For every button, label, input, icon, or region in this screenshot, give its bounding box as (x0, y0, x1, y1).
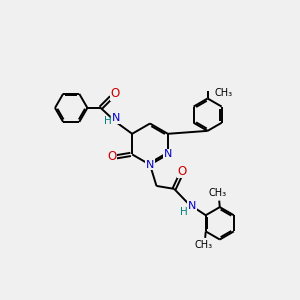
Text: N: N (188, 201, 196, 211)
Text: N: N (164, 149, 172, 159)
Text: CH₃: CH₃ (194, 240, 212, 250)
Text: N: N (146, 160, 154, 170)
Text: O: O (178, 165, 187, 178)
Text: H: H (104, 116, 112, 126)
Text: O: O (110, 87, 119, 100)
Text: CH₃: CH₃ (208, 188, 226, 198)
Text: N: N (112, 113, 120, 124)
Text: O: O (107, 150, 117, 163)
Text: H: H (180, 206, 188, 217)
Text: CH₃: CH₃ (214, 88, 232, 98)
